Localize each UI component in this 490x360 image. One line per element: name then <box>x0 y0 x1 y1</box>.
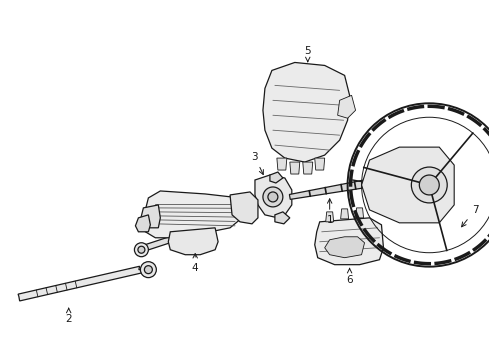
Polygon shape <box>275 212 290 224</box>
Polygon shape <box>326 212 334 222</box>
Polygon shape <box>290 162 300 174</box>
Circle shape <box>263 187 283 207</box>
Polygon shape <box>270 172 283 183</box>
Polygon shape <box>341 209 348 219</box>
Polygon shape <box>18 266 142 301</box>
Polygon shape <box>135 215 150 232</box>
Circle shape <box>412 167 447 203</box>
Polygon shape <box>145 227 202 251</box>
Circle shape <box>138 246 145 253</box>
Polygon shape <box>338 95 356 118</box>
Polygon shape <box>277 158 287 170</box>
Polygon shape <box>255 175 292 218</box>
Text: 1: 1 <box>326 199 333 225</box>
Polygon shape <box>362 147 454 223</box>
Polygon shape <box>144 191 245 238</box>
Text: 3: 3 <box>252 152 263 175</box>
Polygon shape <box>303 162 313 174</box>
Polygon shape <box>263 62 349 162</box>
Polygon shape <box>168 228 218 255</box>
Polygon shape <box>325 237 365 258</box>
Polygon shape <box>315 158 325 170</box>
Circle shape <box>145 266 152 274</box>
Text: 7: 7 <box>462 205 478 227</box>
Text: 5: 5 <box>304 45 311 62</box>
Text: 6: 6 <box>346 269 353 285</box>
Polygon shape <box>230 192 258 224</box>
Polygon shape <box>315 218 384 265</box>
Polygon shape <box>290 179 370 199</box>
Circle shape <box>268 192 278 202</box>
Polygon shape <box>141 205 160 228</box>
Text: 4: 4 <box>192 253 198 273</box>
Circle shape <box>419 175 439 195</box>
Circle shape <box>141 262 156 278</box>
Text: 2: 2 <box>65 308 72 324</box>
Polygon shape <box>356 208 364 218</box>
Circle shape <box>134 243 148 257</box>
